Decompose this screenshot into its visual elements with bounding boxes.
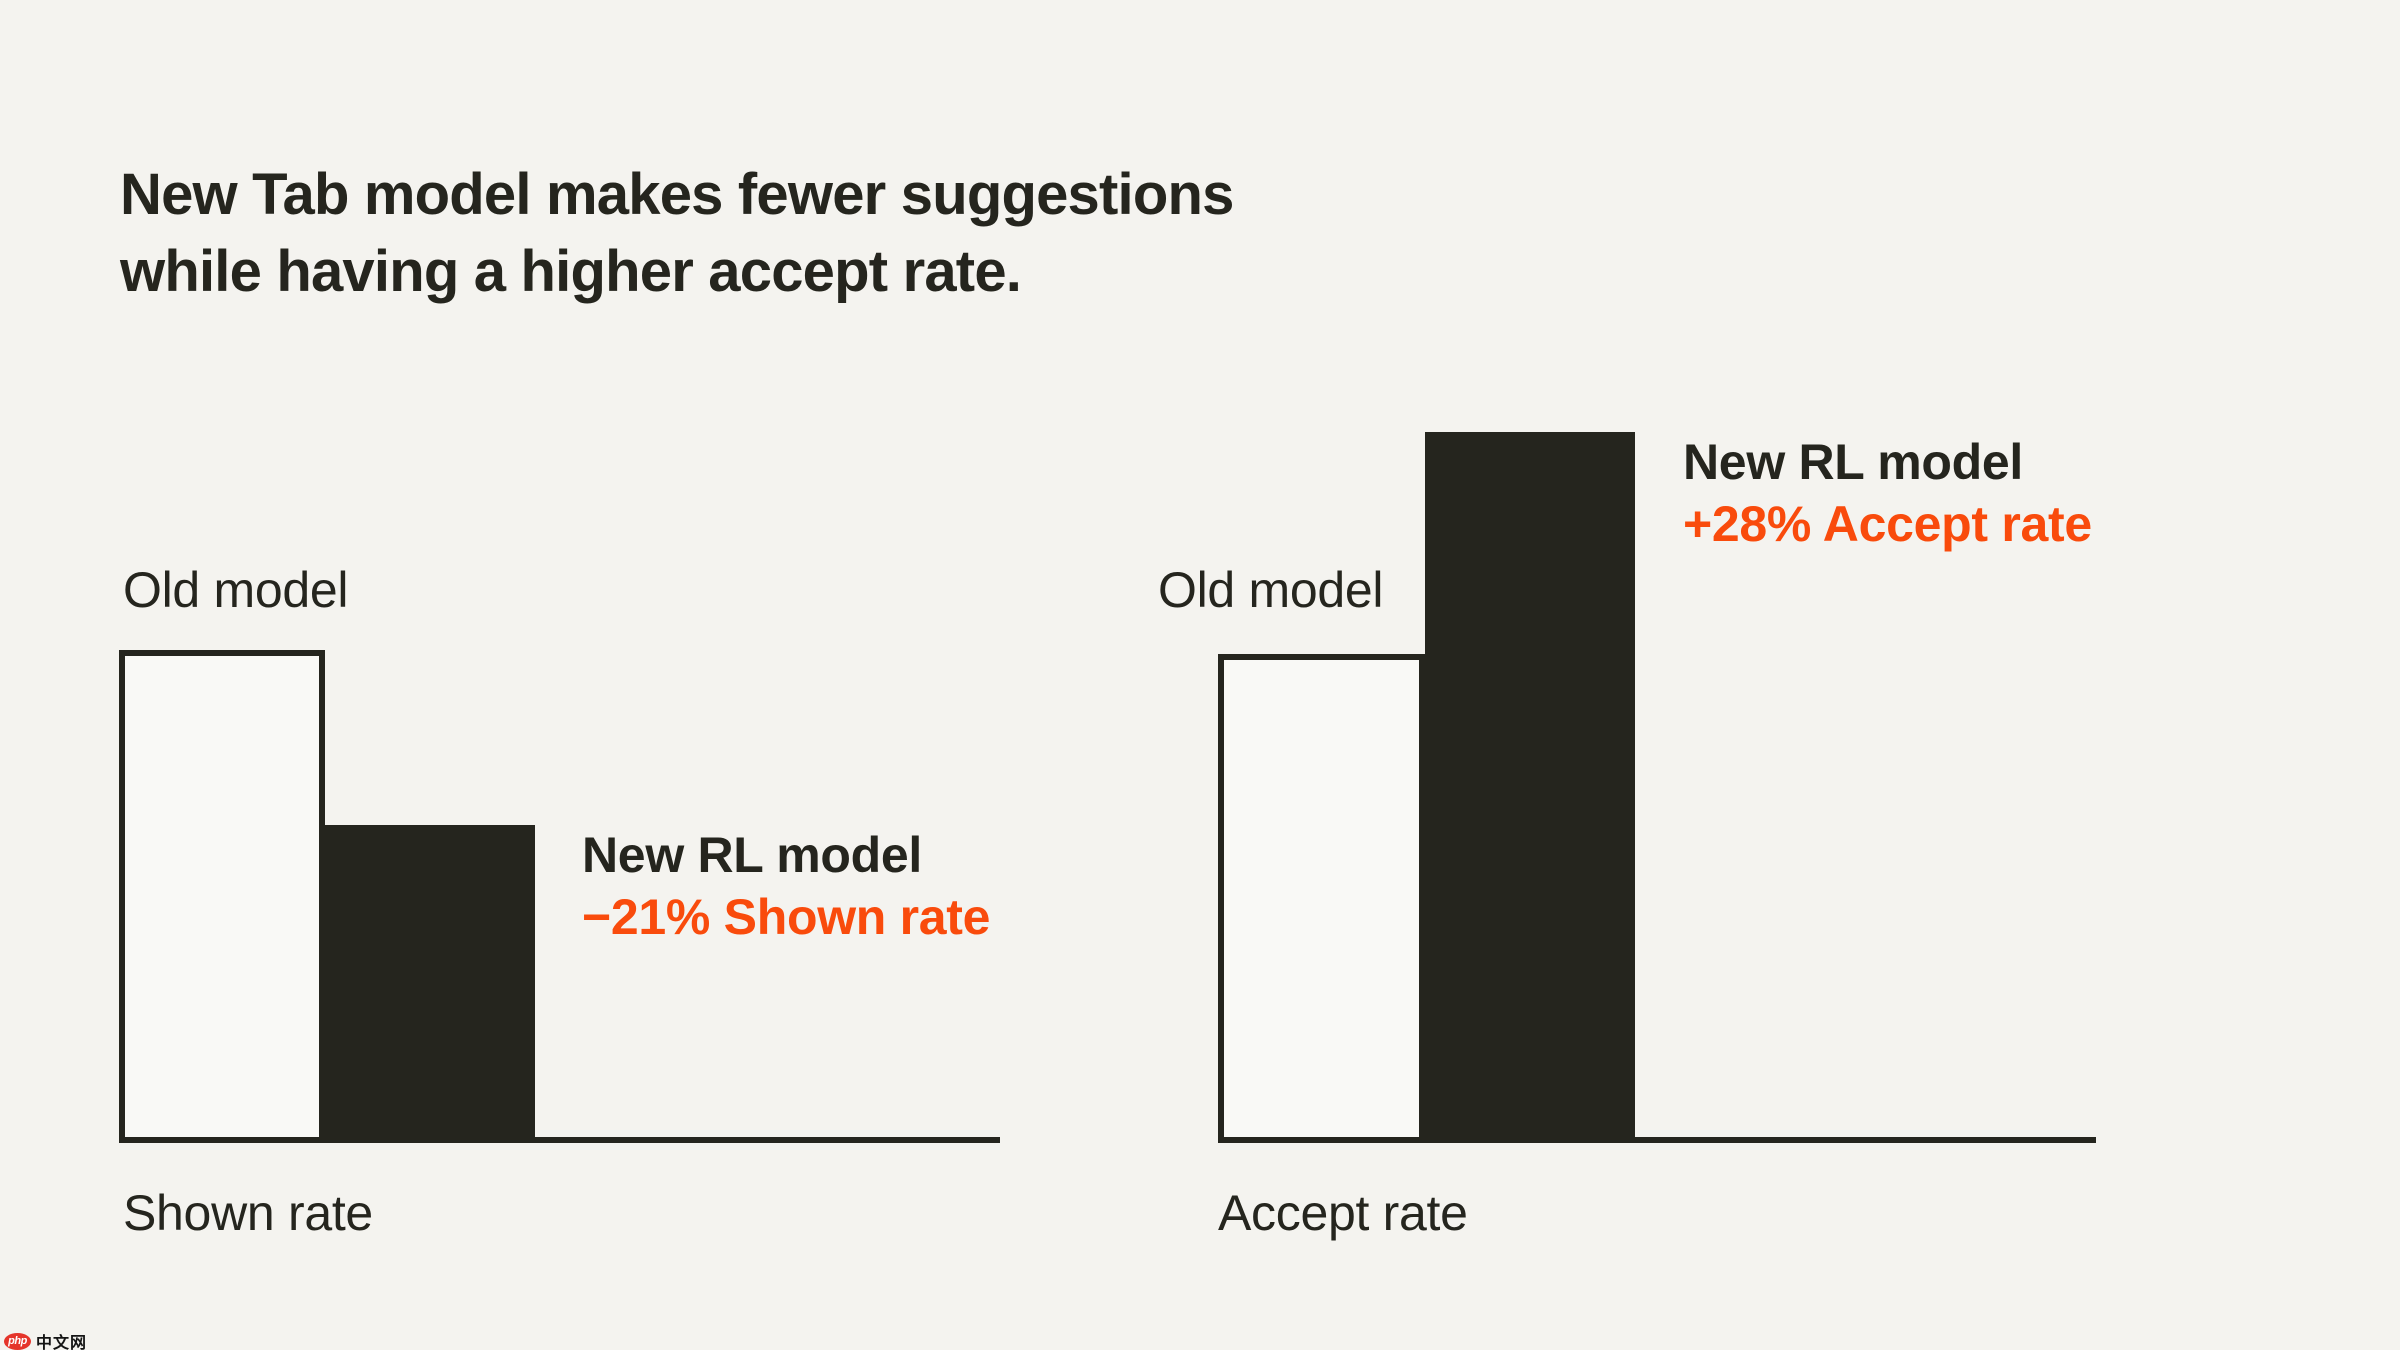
annotation-model-name: New RL model — [1683, 434, 2023, 490]
axis-label-shown-rate: Shown rate — [123, 1185, 373, 1241]
watermark-site-name: 中文网 — [36, 1335, 88, 1350]
annotation-delta-value: −21% Shown rate — [582, 889, 991, 945]
annotation-delta-value: +28% Accept rate — [1683, 496, 2092, 552]
old-model-bar — [119, 650, 325, 1143]
new-rl-model-bar — [325, 825, 535, 1143]
new-rl-model-bar — [1425, 432, 1635, 1143]
axis-label-accept-rate: Accept rate — [1218, 1185, 1468, 1241]
figure-title: New Tab model makes fewer suggestions wh… — [120, 161, 1234, 304]
new-model-annotation: New RL model −21% Shown rate — [582, 824, 990, 948]
php-logo-icon: php — [4, 1332, 31, 1350]
old-model-label: Old model — [1158, 562, 1384, 618]
x-axis-line — [119, 1137, 1000, 1143]
new-model-annotation: New RL model +28% Accept rate — [1683, 431, 2092, 555]
x-axis-line — [1218, 1137, 2096, 1143]
old-model-label: Old model — [123, 562, 349, 618]
site-watermark: php 中文网 — [4, 1329, 87, 1350]
old-model-bar — [1218, 654, 1425, 1143]
annotation-model-name: New RL model — [582, 827, 922, 883]
